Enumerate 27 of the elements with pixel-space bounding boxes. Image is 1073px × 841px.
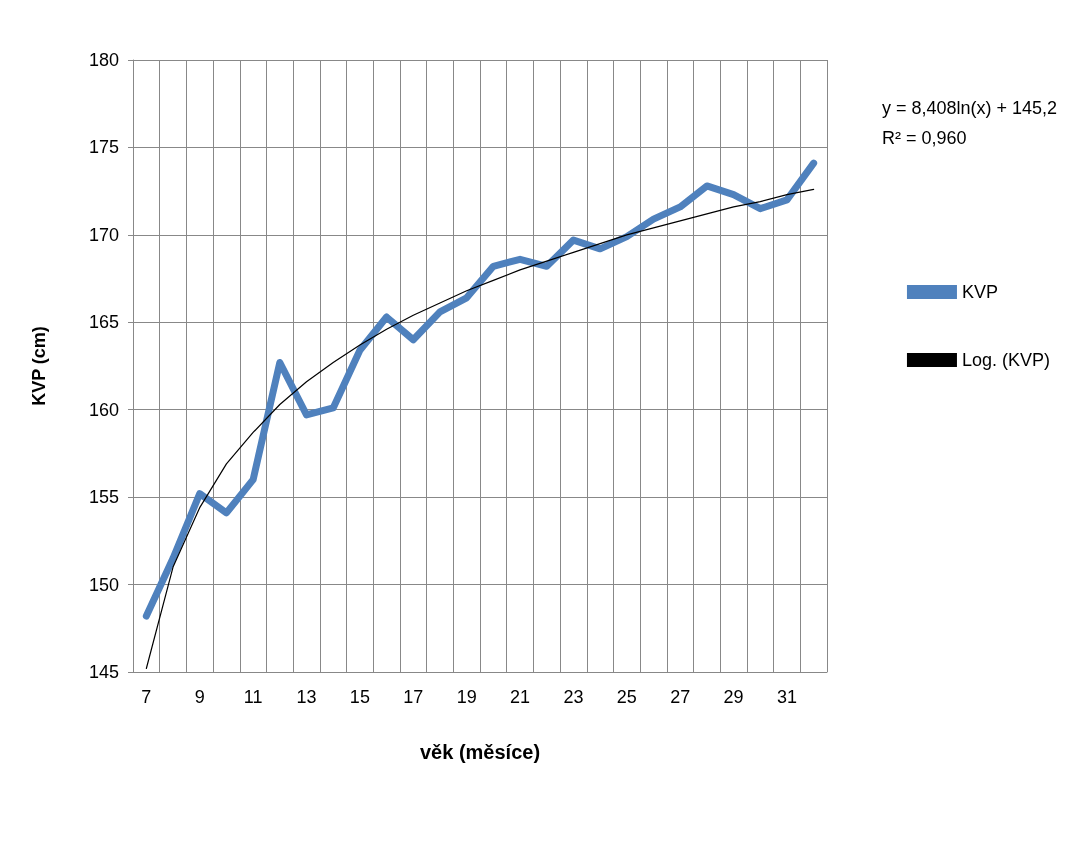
y-tick-label: 150	[88, 574, 119, 595]
legend-label: Log. (KVP)	[961, 350, 1051, 370]
x-tick-label: 23	[563, 687, 584, 707]
x-tick-label: 21	[510, 687, 531, 707]
y-tick-label: 145	[88, 662, 119, 682]
x-tick-label: 9	[194, 687, 205, 707]
y-tick-label: 155	[88, 487, 119, 508]
line-series	[145, 188, 815, 670]
y-axis-title: KVP (cm)	[29, 326, 49, 406]
x-tick-label: 11	[243, 687, 263, 707]
x-tick-label: 17	[403, 687, 424, 707]
x-tick-label: 7	[141, 687, 152, 707]
x-axis-title: věk (měsíce)	[419, 741, 541, 763]
x-tick-label: 19	[456, 687, 477, 707]
y-tick-label: 160	[88, 399, 119, 420]
legend-label: KVP	[961, 282, 998, 302]
x-tick-label: 31	[776, 687, 797, 707]
x-tick-label: 25	[616, 687, 637, 707]
x-tick-label: 29	[723, 687, 744, 707]
x-tick-label: 27	[670, 687, 691, 707]
text: y = 8,408ln(x) + 145,2 R² = 0,960	[881, 98, 1058, 148]
y-tick-label: 170	[88, 224, 119, 245]
x-tick-label: 15	[349, 687, 370, 707]
x-tick-label: 13	[296, 687, 317, 707]
y-tick-label: 165	[88, 312, 119, 333]
y-tick-label: 180	[88, 50, 119, 70]
y-tick-label: 175	[88, 137, 119, 158]
